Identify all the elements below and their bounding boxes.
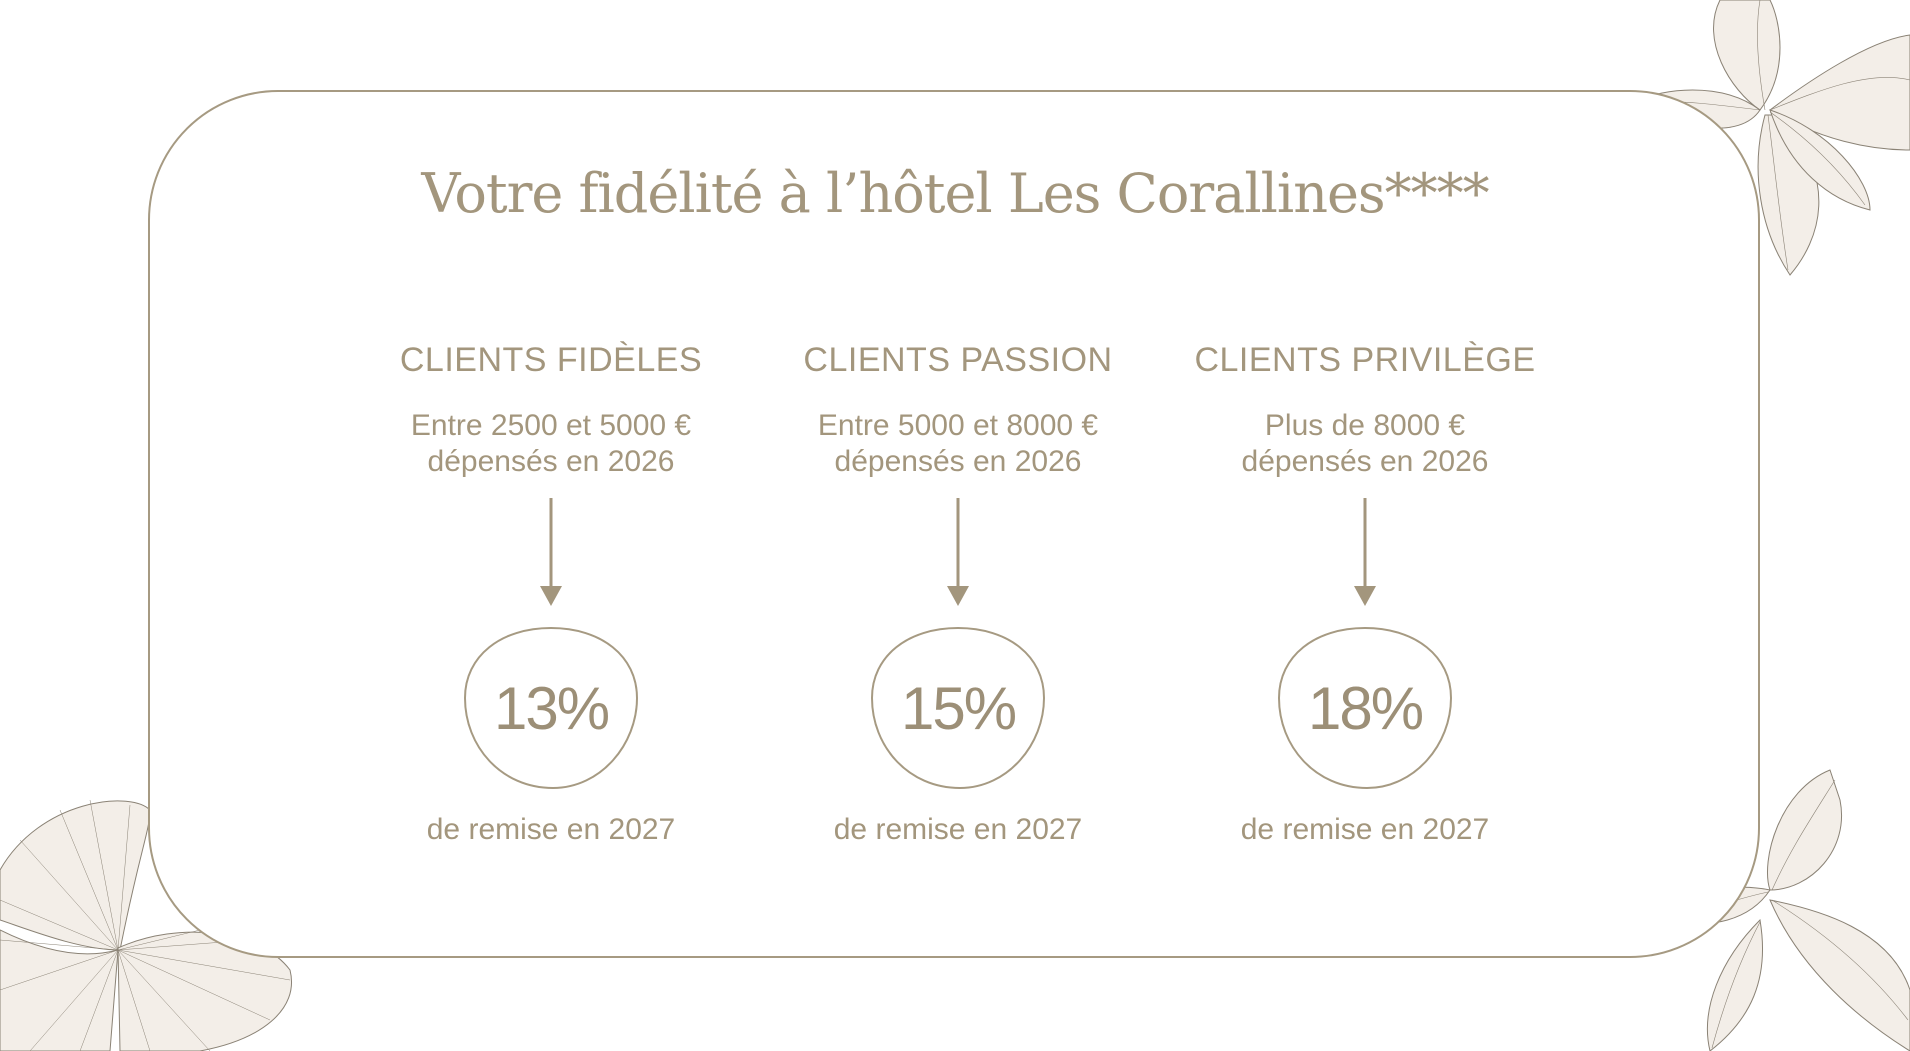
page-title: Votre fidélité à l’hôtel Les Corallines*…: [421, 162, 1489, 225]
tier-spend-year: dépensés en 2026: [834, 445, 1082, 478]
discount-badge: 13%: [461, 626, 641, 791]
discount-value: 13%: [493, 675, 610, 742]
tier-privilege: CLIENTS PRIVILÈGE Plus de 8000 € dépensé…: [1155, 330, 1575, 847]
tier-spend-range: Entre 5000 et 8000 €: [817, 409, 1099, 442]
discount-badge: 15%: [868, 626, 1048, 791]
arrow-down-icon: [540, 498, 562, 606]
loyalty-card: [148, 90, 1760, 958]
tier-name: CLIENTS PASSION: [803, 341, 1113, 379]
discount-value: 18%: [1307, 675, 1424, 742]
discount-note: de remise en 2027: [1240, 813, 1490, 846]
discount-note: de remise en 2027: [833, 813, 1083, 846]
badge-outline-icon: [870, 626, 1046, 790]
tier-spend-range: Entre 2500 et 5000 €: [410, 409, 692, 442]
tier-name: CLIENTS FIDÈLES: [399, 341, 703, 379]
discount-badge: 18%: [1275, 626, 1455, 791]
arrow-down-icon: [947, 498, 969, 606]
tier-fideles: CLIENTS FIDÈLES Entre 2500 et 5000 € dép…: [341, 330, 761, 847]
badge-outline-icon: [1277, 626, 1453, 790]
badge-outline-icon: [463, 626, 639, 790]
discount-value: 15%: [900, 675, 1017, 742]
tier-passion: CLIENTS PASSION Entre 5000 et 8000 € dép…: [748, 330, 1168, 847]
tier-name: CLIENTS PRIVILÈGE: [1194, 341, 1536, 379]
tier-spend-range: Plus de 8000 €: [1264, 409, 1466, 442]
tier-description: Entre 2500 et 5000 € dépensés en 2026: [341, 408, 761, 480]
arrow-down-icon: [1354, 498, 1376, 606]
tier-description: Plus de 8000 € dépensés en 2026: [1155, 408, 1575, 480]
discount-note: de remise en 2027: [426, 813, 676, 846]
tier-spend-year: dépensés en 2026: [427, 445, 675, 478]
tier-description: Entre 5000 et 8000 € dépensés en 2026: [748, 408, 1168, 480]
tier-spend-year: dépensés en 2026: [1241, 445, 1489, 478]
